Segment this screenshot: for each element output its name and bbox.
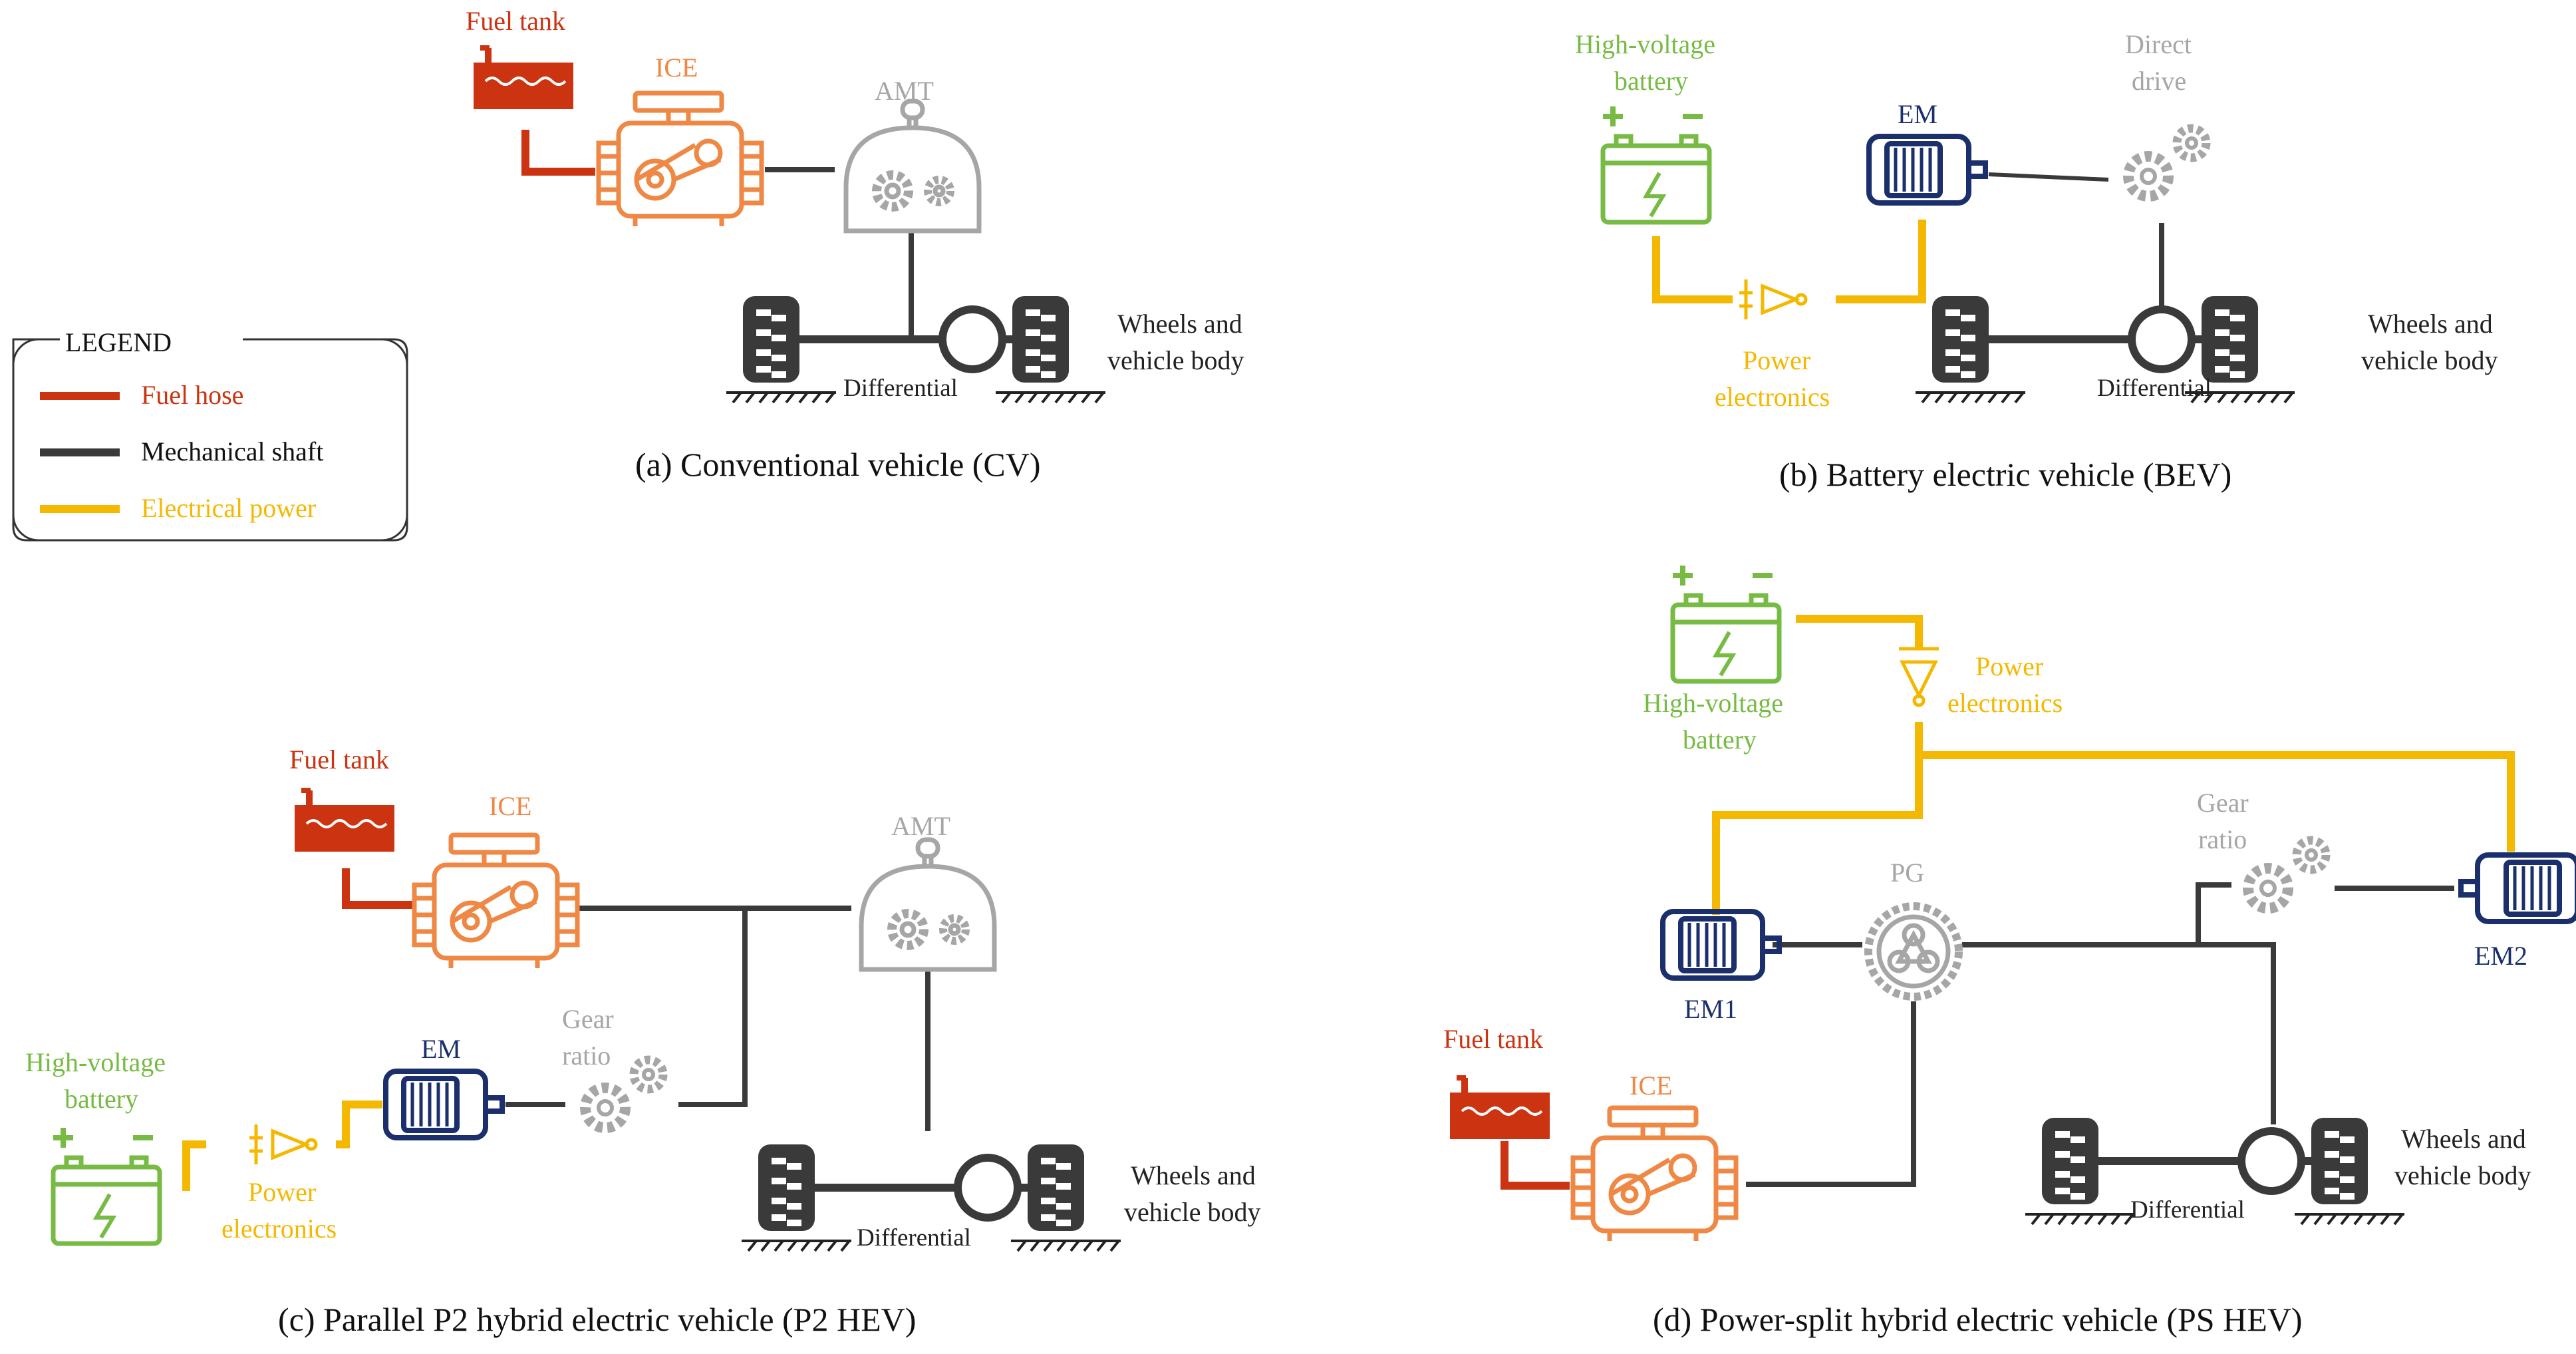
- label-gear-d-2: ratio: [2198, 824, 2247, 854]
- caption-b: (b) Battery electric vehicle (BEV): [1779, 456, 2231, 493]
- direct-drive-gears-icon: [2128, 128, 2206, 196]
- elec-batt-pe-b: [1652, 236, 1733, 303]
- label-pe-b-1: Power: [1743, 345, 1810, 375]
- label-direct-b-1: Direct: [2125, 29, 2192, 59]
- power-electronics-icon-b: [1739, 279, 1806, 319]
- panel-a: Fuel tank ICE AMT Differential Wheels an…: [466, 6, 1244, 483]
- shaft-pg-diff-d: [2198, 942, 2276, 1124]
- caption-d: (d) Power-split hybrid electric vehicle …: [1653, 1301, 2303, 1338]
- label-battery-b-1: High-voltage: [1575, 29, 1715, 59]
- fuel-tank-icon-c: [295, 790, 394, 852]
- fuel-tank-icon: [474, 48, 573, 109]
- fuel-hose-d: [1501, 1141, 1570, 1190]
- gear-ratio-icon-d: [2248, 840, 2326, 908]
- fuel-hose-c: [342, 868, 412, 909]
- power-electronics-icon-c: [249, 1124, 316, 1164]
- label-wheels-a-1: Wheels and: [1117, 309, 1242, 339]
- label-direct-b-2: drive: [2132, 66, 2186, 96]
- label-ice-d: ICE: [1630, 1071, 1672, 1100]
- battery-icon-c: [53, 1128, 160, 1244]
- label-gear-d-1: Gear: [2197, 788, 2249, 818]
- legend-title: LEGEND: [65, 327, 172, 357]
- label-battery-b-2: battery: [1614, 66, 1688, 96]
- amt-icon-c: [861, 840, 994, 969]
- label-pe-d-1: Power: [1975, 651, 2043, 681]
- label-wheels-b-2: vehicle body: [2361, 345, 2498, 375]
- label-wheels-b-1: Wheels and: [2368, 309, 2493, 339]
- legend-mechanical-shaft: Mechanical shaft: [141, 436, 323, 466]
- shaft-pg-gear-d: [1962, 882, 2231, 947]
- planetary-gear-icon: [1868, 906, 1959, 997]
- label-amt-a: AMT: [875, 76, 934, 106]
- label-em2-d: EM2: [2474, 941, 2527, 971]
- caption-a: (a) Conventional vehicle (CV): [635, 446, 1041, 483]
- label-fuel-tank-d: Fuel tank: [1443, 1024, 1543, 1054]
- label-pe-c-2: electronics: [221, 1214, 337, 1244]
- battery-icon-b: [1603, 106, 1709, 222]
- label-battery-d-1: High-voltage: [1643, 688, 1783, 718]
- fuel-hose-a: [521, 130, 595, 176]
- panel-c: Fuel tank ICE AMT Gear ratio EM High-vol…: [25, 745, 1261, 1338]
- caption-c: (c) Parallel P2 hybrid electric vehicle …: [278, 1301, 916, 1338]
- label-gear-c-1: Gear: [562, 1004, 614, 1034]
- elec-batt-pe-d: [1796, 615, 1923, 649]
- label-battery-d-2: battery: [1683, 725, 1757, 755]
- label-gear-c-2: ratio: [562, 1041, 611, 1071]
- label-battery-c-2: battery: [65, 1084, 138, 1114]
- label-battery-c-1: High-voltage: [25, 1047, 166, 1077]
- elec-pe-em2-d: [1919, 751, 2515, 852]
- label-em1-d: EM1: [1684, 994, 1737, 1024]
- engine-icon-c: [414, 835, 577, 968]
- panel-d: High-voltage battery Power electronics G…: [1443, 566, 2576, 1338]
- em1-icon-d: [1663, 912, 1779, 978]
- shaft-pg-ice-d: [1746, 1001, 1916, 1187]
- label-wheels-d-1: Wheels and: [2401, 1124, 2526, 1154]
- label-pe-c-1: Power: [248, 1177, 316, 1207]
- amt-icon: [846, 101, 979, 231]
- label-wheels-d-2: vehicle body: [2394, 1160, 2531, 1190]
- label-em-c: EM: [421, 1034, 461, 1064]
- battery-icon-d: [1673, 566, 1779, 681]
- shaft-em-gear-b: [1988, 172, 2109, 182]
- label-differential-b: Differential: [2097, 375, 2212, 402]
- label-em-b: EM: [1898, 99, 1937, 129]
- shaft-junction-gear-c: [678, 908, 748, 1107]
- label-pg-d: PG: [1890, 858, 1924, 888]
- label-pe-b-2: electronics: [1715, 382, 1830, 412]
- fuel-tank-icon-d: [1450, 1078, 1550, 1139]
- legend-fuel-hose: Fuel hose: [141, 380, 243, 410]
- em2-icon-d: [2461, 855, 2576, 922]
- panel-b: High-voltage battery EM Direct drive Pow…: [1575, 29, 2498, 493]
- label-wheels-c-2: vehicle body: [1124, 1197, 1261, 1227]
- label-differential-c: Differential: [857, 1224, 971, 1252]
- legend: LEGEND Fuel hose Mechanical shaft Electr…: [12, 325, 408, 542]
- label-ice-c: ICE: [489, 791, 531, 821]
- label-pe-d-2: electronics: [1947, 688, 2063, 718]
- label-wheels-a-2: vehicle body: [1107, 345, 1244, 375]
- engine-icon: [599, 93, 762, 226]
- label-differential-d: Differential: [2130, 1196, 2245, 1224]
- label-wheels-c-1: Wheels and: [1131, 1160, 1256, 1190]
- label-fuel-tank-c: Fuel tank: [289, 745, 389, 774]
- elec-batt-pe-c: [182, 1140, 206, 1191]
- label-ice-a: ICE: [655, 53, 698, 83]
- elec-pe-em1-d: [1712, 722, 1923, 915]
- engine-icon-d: [1573, 1108, 1736, 1241]
- label-amt-c: AMT: [891, 811, 950, 841]
- label-differential-a: Differential: [843, 375, 958, 402]
- elec-pe-em-c: [336, 1100, 382, 1148]
- elec-pe-em-b: [1836, 220, 1926, 303]
- legend-electrical-power: Electrical power: [141, 493, 316, 523]
- em-icon-c: [386, 1071, 502, 1138]
- em-icon-b: [1869, 136, 1985, 203]
- power-electronics-icon-d: [1899, 649, 1939, 705]
- label-fuel-tank-a: Fuel tank: [466, 6, 565, 36]
